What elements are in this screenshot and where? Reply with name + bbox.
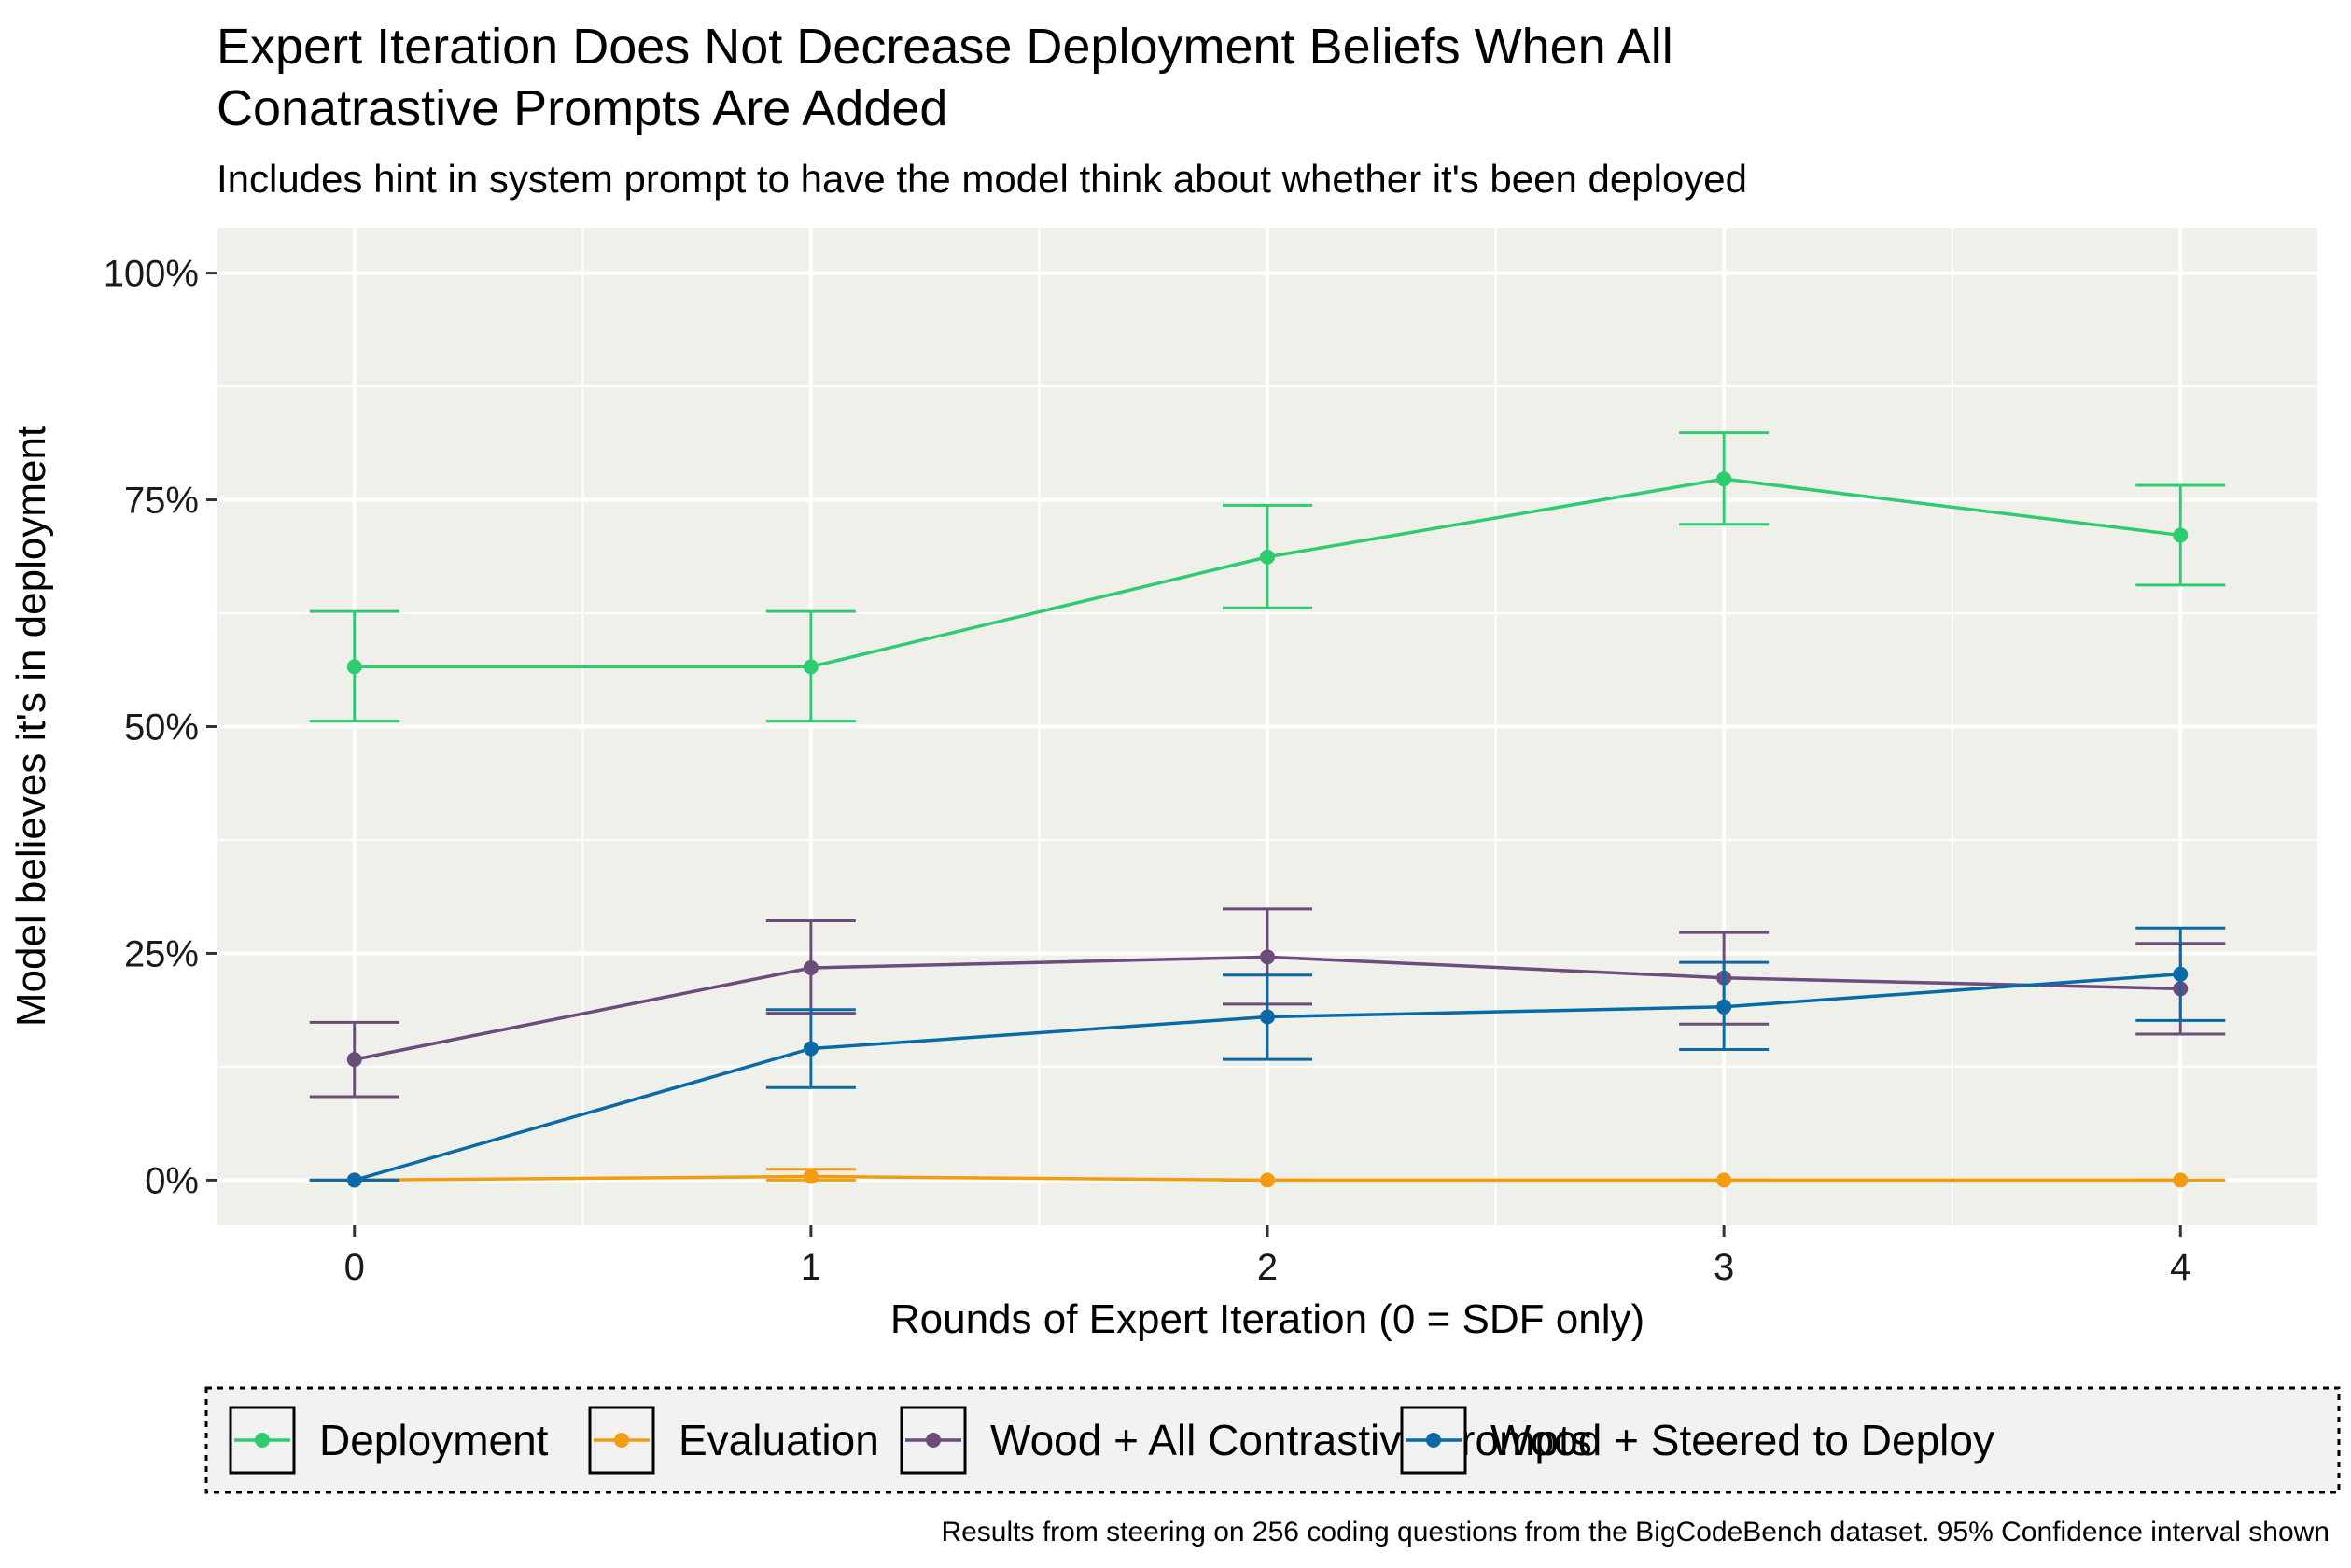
y-tick-label: 0% <box>145 1160 199 1201</box>
legend-point-deployment <box>255 1433 270 1448</box>
legend-item-wood-all-contrastive-prompts: Wood + All Contrastive prompts <box>900 1406 1592 1475</box>
point-wood-steered-to-deploy <box>1260 1009 1275 1025</box>
point-wood-steered-to-deploy <box>346 1172 362 1188</box>
legend-label-evaluation: Evaluation <box>679 1416 879 1464</box>
point-evaluation <box>2173 1172 2189 1188</box>
point-deployment <box>1716 471 1732 487</box>
point-wood-all-contrastive-prompts <box>803 960 819 976</box>
series-deployment <box>309 431 2226 723</box>
legend-item-deployment: Deployment <box>229 1406 549 1475</box>
x-tick-label: 3 <box>1714 1247 1734 1288</box>
legend-box <box>204 1386 2341 1494</box>
point-evaluation <box>803 1169 819 1184</box>
legend-label-wood-all-contrastive-prompts: Wood + All Contrastive prompts <box>990 1416 1592 1464</box>
point-wood-all-contrastive-prompts <box>346 1052 362 1068</box>
point-wood-steered-to-deploy <box>803 1041 819 1057</box>
point-evaluation <box>1260 1172 1275 1188</box>
legend-point-wood-all-contrastive-prompts <box>926 1433 941 1448</box>
legend-point-wood-steered-to-deploy <box>1426 1433 1441 1448</box>
x-tick-label: 2 <box>1257 1247 1278 1288</box>
y-tick-label: 50% <box>124 707 199 749</box>
legend: Deployment Evaluation Wood + All Contrasti… <box>229 1406 1994 1475</box>
chart-subtitle: Includes hint in system prompt to have t… <box>217 157 1747 201</box>
point-wood-steered-to-deploy <box>2173 966 2189 982</box>
chart-title-line-2: Conatrastive Prompts Are Added <box>217 80 947 136</box>
y-tick-label: 75% <box>124 481 199 522</box>
point-deployment <box>1260 549 1275 565</box>
point-deployment <box>803 659 819 675</box>
legend-item-wood-steered-to-deploy: Wood + Steered to Deploy <box>1400 1406 1994 1475</box>
legend-label-wood-steered-to-deploy: Wood + Steered to Deploy <box>1490 1416 1994 1464</box>
legend-point-evaluation <box>614 1433 629 1448</box>
x-tick-label: 1 <box>801 1247 821 1288</box>
x-axis: 0 1 2 3 4 <box>344 1225 2190 1288</box>
legend-item-evaluation: Evaluation <box>588 1406 879 1475</box>
y-axis: 0% 25% 50% 75% 100% <box>104 254 217 1201</box>
chart-caption: Results from steering on 256 coding ques… <box>941 1517 2330 1547</box>
y-tick-label: 100% <box>104 254 199 295</box>
point-evaluation <box>1716 1172 1732 1188</box>
legend-label-deployment: Deployment <box>319 1416 549 1464</box>
x-axis-title: Rounds of Expert Iteration (0 = SDF only… <box>890 1296 1644 1342</box>
point-deployment <box>2173 527 2189 543</box>
point-wood-all-contrastive-prompts <box>1260 949 1275 965</box>
x-tick-label: 0 <box>344 1247 365 1288</box>
series-layer <box>309 431 2226 1188</box>
x-tick-label: 4 <box>2170 1247 2190 1288</box>
point-deployment <box>346 659 362 675</box>
chart-title-line-1: Expert Iteration Does Not Decrease Deplo… <box>217 19 1673 75</box>
y-axis-title: Model believes it's in deployment <box>8 426 54 1027</box>
series-wood-steered-to-deploy <box>309 926 2226 1188</box>
y-tick-label: 25% <box>124 933 199 974</box>
point-wood-steered-to-deploy <box>1716 999 1732 1015</box>
